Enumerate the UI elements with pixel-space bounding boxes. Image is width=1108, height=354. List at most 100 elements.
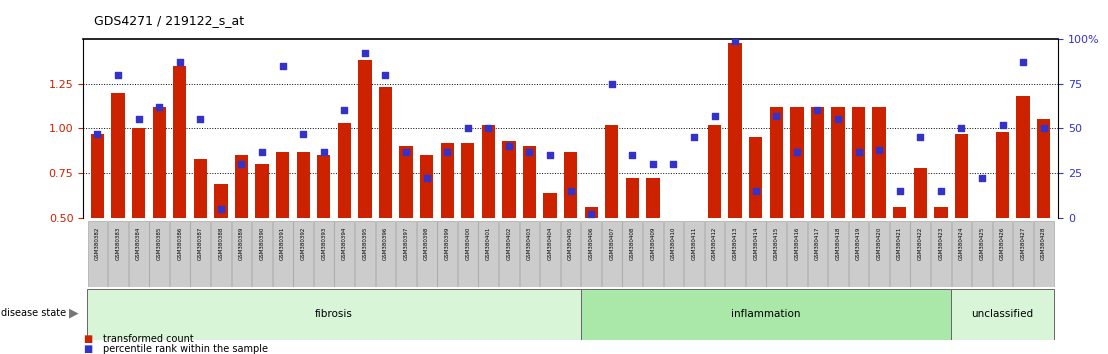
Text: GSM380417: GSM380417: [815, 227, 820, 260]
Text: GSM380382: GSM380382: [95, 227, 100, 260]
Text: GSM380384: GSM380384: [136, 227, 141, 260]
FancyBboxPatch shape: [972, 221, 992, 287]
Point: [459, 126, 476, 131]
Bar: [667, 218, 680, 225]
Text: GSM380408: GSM380408: [629, 227, 635, 260]
Point: [295, 131, 312, 137]
Text: ■: ■: [83, 344, 92, 354]
Text: GSM380400: GSM380400: [465, 227, 470, 260]
FancyBboxPatch shape: [314, 221, 334, 287]
FancyBboxPatch shape: [479, 221, 499, 287]
Point: [1035, 126, 1053, 131]
Point: [603, 81, 620, 86]
Text: GSM380388: GSM380388: [218, 227, 224, 260]
FancyBboxPatch shape: [541, 221, 560, 287]
Bar: [482, 125, 495, 218]
Text: GSM380416: GSM380416: [794, 227, 799, 260]
Bar: [214, 184, 227, 218]
FancyBboxPatch shape: [664, 221, 684, 287]
FancyBboxPatch shape: [767, 221, 787, 287]
Point: [110, 72, 127, 78]
Text: GSM380397: GSM380397: [403, 227, 409, 260]
Text: GSM380410: GSM380410: [671, 227, 676, 260]
Point: [541, 152, 558, 158]
Point: [439, 149, 456, 154]
Text: GSM380425: GSM380425: [979, 227, 985, 260]
FancyBboxPatch shape: [520, 221, 540, 287]
Text: GSM380387: GSM380387: [198, 227, 203, 260]
FancyBboxPatch shape: [294, 221, 314, 287]
Bar: [996, 132, 1009, 218]
Text: GSM380393: GSM380393: [321, 227, 326, 260]
Bar: [852, 107, 865, 218]
FancyBboxPatch shape: [911, 221, 931, 287]
Text: fibrosis: fibrosis: [315, 309, 353, 319]
Point: [788, 149, 806, 154]
FancyBboxPatch shape: [191, 221, 211, 287]
Text: GSM380403: GSM380403: [527, 227, 532, 260]
Point: [377, 72, 394, 78]
FancyBboxPatch shape: [890, 221, 910, 287]
Text: GSM380394: GSM380394: [342, 227, 347, 260]
FancyBboxPatch shape: [150, 221, 170, 287]
Text: GSM380420: GSM380420: [876, 227, 882, 260]
FancyBboxPatch shape: [458, 221, 478, 287]
FancyBboxPatch shape: [870, 221, 889, 287]
FancyBboxPatch shape: [582, 221, 601, 287]
Bar: [728, 42, 742, 218]
FancyBboxPatch shape: [397, 221, 416, 287]
Text: GSM380411: GSM380411: [691, 227, 697, 260]
FancyBboxPatch shape: [273, 221, 293, 287]
Bar: [276, 152, 289, 218]
FancyBboxPatch shape: [849, 221, 869, 287]
FancyBboxPatch shape: [623, 221, 643, 287]
Bar: [112, 93, 125, 218]
Point: [212, 206, 229, 212]
Text: unclassified: unclassified: [972, 309, 1034, 319]
FancyBboxPatch shape: [88, 289, 581, 340]
Text: GSM380392: GSM380392: [300, 227, 306, 260]
Bar: [358, 61, 371, 218]
Bar: [399, 146, 413, 218]
Text: GSM380419: GSM380419: [856, 227, 861, 260]
FancyBboxPatch shape: [499, 221, 519, 287]
Bar: [379, 87, 392, 218]
Text: ▶: ▶: [69, 307, 79, 320]
Point: [130, 116, 147, 122]
Bar: [235, 155, 248, 218]
FancyBboxPatch shape: [376, 221, 396, 287]
Point: [829, 116, 847, 122]
Text: GSM380398: GSM380398: [424, 227, 429, 260]
FancyBboxPatch shape: [129, 221, 148, 287]
Text: percentile rank within the sample: percentile rank within the sample: [103, 344, 268, 354]
Text: GSM380409: GSM380409: [650, 227, 656, 260]
Text: GSM380395: GSM380395: [362, 227, 368, 260]
Bar: [831, 107, 844, 218]
Text: GSM380406: GSM380406: [588, 227, 594, 260]
Bar: [91, 134, 104, 218]
Point: [480, 126, 497, 131]
Point: [356, 50, 373, 56]
Point: [768, 113, 786, 119]
Point: [973, 176, 991, 181]
Text: GSM380422: GSM380422: [917, 227, 923, 260]
FancyBboxPatch shape: [109, 221, 127, 287]
Text: GSM380401: GSM380401: [485, 227, 491, 260]
Bar: [317, 155, 330, 218]
Text: GDS4271 / 219122_s_at: GDS4271 / 219122_s_at: [94, 14, 244, 27]
Point: [336, 108, 353, 113]
Point: [685, 135, 702, 140]
FancyBboxPatch shape: [787, 221, 807, 287]
Point: [1014, 59, 1032, 65]
Bar: [646, 178, 659, 218]
FancyBboxPatch shape: [931, 221, 951, 287]
FancyBboxPatch shape: [88, 221, 107, 287]
Bar: [543, 193, 556, 218]
Bar: [749, 137, 762, 218]
Point: [418, 176, 435, 181]
Bar: [770, 107, 783, 218]
Bar: [626, 178, 639, 218]
Text: GSM380404: GSM380404: [547, 227, 553, 260]
FancyBboxPatch shape: [561, 221, 581, 287]
Point: [500, 143, 517, 149]
